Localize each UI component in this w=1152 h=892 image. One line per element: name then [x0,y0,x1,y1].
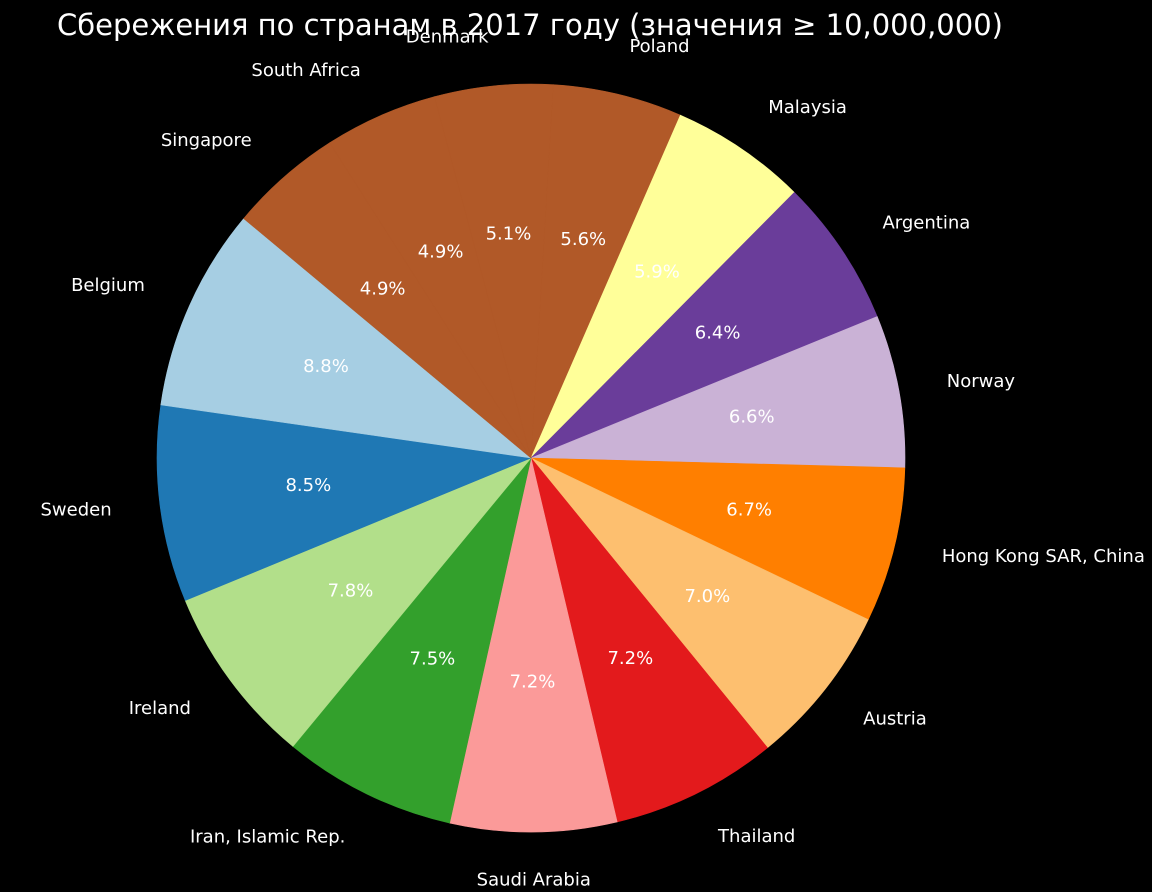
slice-percent-austria: 7.0% [684,586,730,607]
slice-percent-south-africa: 4.9% [418,242,464,263]
chart-title: Сбережения по странам в 2017 году (значе… [57,8,1003,42]
slice-percent-thailand: 7.2% [607,648,653,669]
pie-slice-ireland [184,457,532,747]
slice-label-argentina: Argentina [882,212,970,233]
slice-label-hong-kong-sar-china: Hong Kong SAR, China [942,546,1145,567]
slice-label-iran-islamic-rep: Iran, Islamic Rep. [190,827,345,848]
pie-slice-denmark [434,83,554,459]
slice-label-norway: Norway [947,371,1016,392]
slice-label-thailand: Thailand [717,826,795,847]
pie-slice-thailand [530,457,768,823]
slice-label-belgium: Belgium [71,275,145,296]
slice-percent-hong-kong-sar-china: 6.7% [726,500,772,521]
slice-label-singapore: Singapore [161,130,252,151]
slice-label-sweden: Sweden [40,499,111,520]
pie-slice-saudi-arabia [449,457,618,833]
pie-slice-hong-kong-sar-china [530,457,906,621]
slice-percent-belgium: 8.8% [303,356,349,377]
pie-slice-austria [530,457,869,749]
slice-label-austria: Austria [863,708,927,729]
pie-slice-iran-islamic-rep [292,457,532,824]
slice-percent-iran-islamic-rep: 7.5% [410,649,456,670]
pie-slice-poland [530,84,681,459]
pie-slice-argentina [530,192,878,459]
slice-label-poland: Poland [629,36,689,57]
pie-slice-belgium [160,218,533,459]
pie-slice-malaysia [530,114,795,459]
slice-label-saudi-arabia: Saudi Arabia [477,870,591,891]
slice-label-south-africa: South Africa [251,60,360,81]
slice-percent-ireland: 7.8% [328,580,374,601]
slice-label-ireland: Ireland [129,698,191,719]
slice-percent-saudi-arabia: 7.2% [510,671,556,692]
slice-percent-poland: 5.6% [560,229,606,250]
slice-label-malaysia: Malaysia [768,97,847,118]
slice-percent-singapore: 4.9% [360,279,406,300]
pie-slice-norway [530,316,906,469]
slice-percent-malaysia: 5.9% [634,261,680,282]
slice-percent-norway: 6.6% [729,407,775,428]
pie-slice-sweden [156,404,533,601]
slice-label-denmark: Denmark [406,27,489,48]
slice-percent-argentina: 6.4% [695,322,741,343]
slice-percent-sweden: 8.5% [285,475,331,496]
slice-percent-denmark: 5.1% [486,224,532,245]
